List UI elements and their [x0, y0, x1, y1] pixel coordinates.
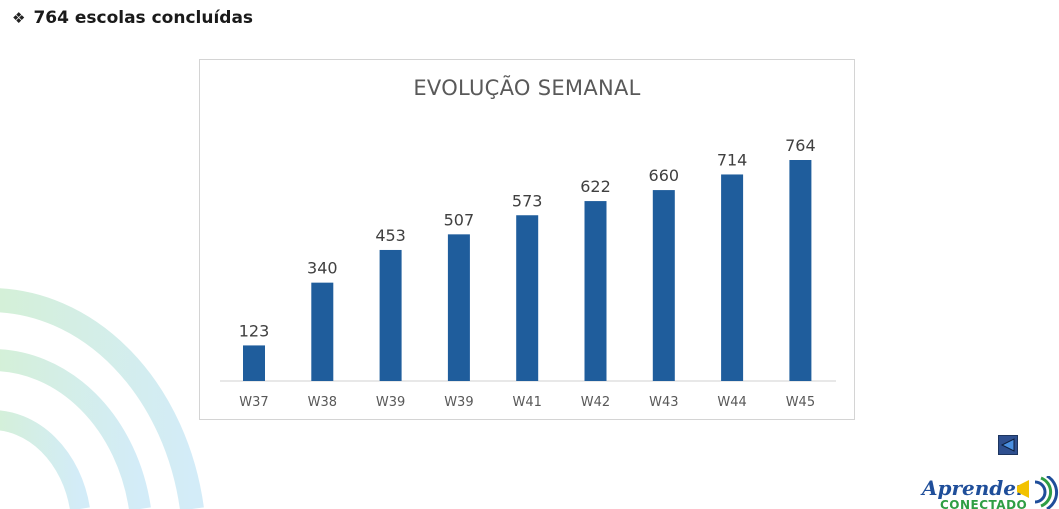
arc-outer — [0, 288, 204, 509]
data-label-1: 123 — [239, 321, 270, 340]
bar-chart: 123 W37 340 W38 453 W39 507 W39 573 W41 622 W42 660 W… — [220, 136, 836, 410]
x-tick-label-2: W38 — [308, 395, 337, 410]
back-arrow-icon — [1000, 438, 1015, 452]
arc-middle — [0, 349, 151, 509]
bar-6 — [584, 201, 607, 381]
chart-title: EVOLUÇÃO SEMANAL — [413, 76, 641, 100]
bar-2 — [311, 282, 334, 381]
bar-4 — [447, 234, 470, 381]
data-label-2: 340 — [307, 259, 338, 278]
bar-7 — [652, 190, 675, 381]
signal-waves-icon — [1017, 476, 1059, 509]
bar-9 — [789, 160, 812, 381]
x-tick-label-4: W39 — [444, 395, 473, 410]
diamond-bullet-icon: ❖ — [12, 9, 26, 27]
data-label-3: 453 — [375, 226, 406, 245]
bar-8 — [721, 174, 744, 381]
x-tick-label-9: W45 — [786, 395, 815, 410]
headline-text: 764 escolas concluídas — [33, 8, 254, 28]
data-label-8: 714 — [717, 150, 748, 169]
bar-5 — [516, 215, 539, 381]
x-tick-label-5: W41 — [512, 395, 541, 410]
logo-text-line1: Aprender — [922, 476, 1027, 500]
bar-1 — [243, 345, 265, 381]
bar-3 — [379, 249, 402, 381]
x-tick-label-8: W44 — [717, 395, 746, 410]
x-tick-label-6: W42 — [581, 395, 610, 410]
x-tick-label-7: W43 — [649, 395, 678, 410]
data-label-4: 507 — [444, 210, 475, 229]
back-button[interactable] — [998, 435, 1018, 455]
x-tick-label-1: W37 — [239, 395, 268, 410]
aprender-conectado-logo: Aprender CONECTADO — [920, 474, 1059, 509]
data-label-9: 764 — [785, 136, 816, 155]
x-tick-label-3: W39 — [376, 395, 405, 410]
data-label-7: 660 — [649, 166, 680, 185]
chart-container: EVOLUÇÃO SEMANAL 123 W37 340 W38 453 W39 507 W3… — [199, 59, 855, 420]
data-label-5: 573 — [512, 191, 543, 210]
headline: ❖ 764 escolas concluídas — [12, 8, 253, 28]
data-label-6: 622 — [580, 177, 611, 196]
arc-inner — [0, 410, 90, 509]
logo-text-line2: CONECTADO — [940, 498, 1028, 509]
